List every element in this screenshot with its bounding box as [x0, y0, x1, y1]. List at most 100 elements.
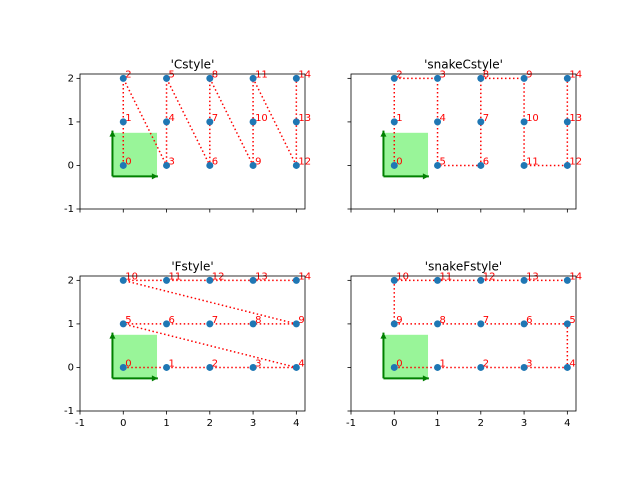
point — [390, 320, 398, 328]
arrow-head — [109, 130, 116, 137]
x-tick-label: 3 — [521, 418, 527, 429]
point-label: 5 — [569, 315, 575, 326]
point-label: 6 — [483, 156, 489, 167]
arrow-head — [109, 332, 116, 339]
point-label: 2 — [396, 69, 402, 80]
arrow-head — [422, 375, 429, 382]
point-label: 6 — [526, 315, 532, 326]
axes-frame — [350, 275, 577, 412]
point-label: 9 — [298, 315, 304, 326]
point — [119, 276, 127, 284]
point-label: 0 — [125, 358, 131, 369]
point-label: 1 — [169, 358, 175, 369]
highlight-box — [112, 132, 158, 177]
y-tick-label: 1 — [68, 117, 74, 128]
point — [292, 276, 300, 284]
point-label: 0 — [125, 156, 131, 167]
point-label: 2 — [212, 358, 218, 369]
y-tick-label: -1 — [64, 204, 74, 215]
point-label: 12 — [483, 271, 496, 282]
point — [163, 276, 171, 284]
x-tick-label: 2 — [478, 418, 484, 429]
highlight-box — [112, 334, 158, 379]
arrow-head — [151, 173, 158, 180]
point-label: 10 — [125, 271, 138, 282]
arrow-head — [422, 173, 429, 180]
subplot-title: 'snakeCstyle' — [424, 58, 503, 72]
point — [434, 74, 442, 82]
point — [163, 320, 171, 328]
point-label: 9 — [396, 315, 402, 326]
arrow-head — [151, 375, 158, 382]
point-label: 11 — [526, 156, 539, 167]
x-tick-label: -1 — [346, 418, 356, 429]
arrow-head — [380, 332, 387, 339]
point-label: 9 — [526, 69, 532, 80]
point — [563, 161, 571, 169]
point — [477, 363, 485, 371]
point — [292, 363, 300, 371]
point — [477, 161, 485, 169]
point-label: 0 — [396, 358, 402, 369]
y-tick-label: 1 — [68, 319, 74, 330]
connecting-line — [393, 279, 569, 369]
x-tick-label: 3 — [250, 418, 256, 429]
point-label: 8 — [440, 315, 446, 326]
x-tick-label: -1 — [75, 418, 85, 429]
point — [119, 161, 127, 169]
point — [249, 363, 257, 371]
point — [206, 161, 214, 169]
point-label: 8 — [212, 69, 218, 80]
point — [477, 118, 485, 126]
point — [477, 74, 485, 82]
point-label: 5 — [440, 156, 446, 167]
point-label: 3 — [255, 358, 261, 369]
point — [163, 161, 171, 169]
point-label: 10 — [396, 271, 409, 282]
axes-frame — [79, 275, 306, 412]
point — [249, 74, 257, 82]
x-tick-label: 1 — [434, 418, 440, 429]
point-label: 4 — [169, 113, 175, 124]
point — [292, 118, 300, 126]
point — [520, 74, 528, 82]
point-label: 3 — [526, 358, 532, 369]
point-label: 2 — [125, 69, 131, 80]
x-tick-label: 1 — [163, 418, 169, 429]
point — [292, 74, 300, 82]
point-label: 4 — [298, 358, 304, 369]
point — [249, 161, 257, 169]
point — [119, 320, 127, 328]
point — [292, 320, 300, 328]
point — [563, 118, 571, 126]
axes-frame — [79, 73, 306, 210]
point — [206, 320, 214, 328]
axes-frame — [350, 73, 577, 210]
point — [163, 74, 171, 82]
highlight-box — [383, 132, 429, 177]
point — [119, 118, 127, 126]
point-label: 8 — [255, 315, 261, 326]
point — [477, 276, 485, 284]
point — [206, 276, 214, 284]
x-tick-label: 4 — [564, 418, 570, 429]
y-tick-label: 0 — [68, 362, 74, 373]
point — [520, 276, 528, 284]
point — [206, 363, 214, 371]
point — [520, 363, 528, 371]
point — [119, 74, 127, 82]
point-label: 9 — [255, 156, 261, 167]
point-label: 11 — [255, 69, 268, 80]
point — [390, 74, 398, 82]
point-label: 7 — [212, 113, 218, 124]
point-label: 10 — [526, 113, 539, 124]
x-tick-label: 0 — [391, 418, 397, 429]
point — [390, 118, 398, 126]
point — [434, 276, 442, 284]
x-tick-label: 2 — [207, 418, 213, 429]
point — [563, 363, 571, 371]
point-label: 5 — [125, 315, 131, 326]
point — [563, 276, 571, 284]
